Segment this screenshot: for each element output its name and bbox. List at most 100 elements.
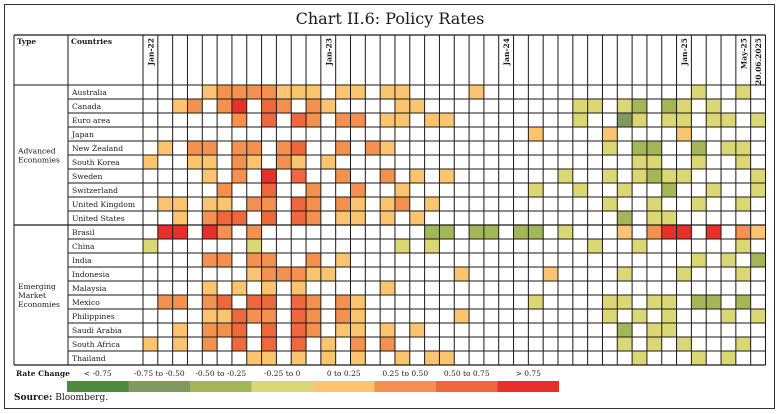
heatmap-cell: [691, 197, 707, 211]
heatmap-cell: [617, 337, 633, 351]
heatmap-cell: [217, 211, 232, 225]
heatmap-cell: [306, 323, 321, 337]
heatmap-cell: [617, 113, 633, 127]
heatmap-cell: [661, 295, 677, 309]
country-label: Brasil: [72, 228, 95, 237]
heatmap-cell: [632, 351, 647, 365]
heatmap-cell: [661, 169, 677, 183]
heatmap-cell: [320, 337, 336, 351]
heatmap-cell: [276, 267, 292, 281]
heatmap-cell: [350, 309, 366, 323]
heatmap-cell: [394, 197, 410, 211]
heatmap-cell: [735, 197, 751, 211]
group-type-label: Emerging: [18, 282, 56, 291]
heatmap-cell: [735, 239, 751, 253]
heatmap-cell: [202, 169, 218, 183]
heatmap-cell: [439, 225, 455, 239]
heatmap-cell: [528, 295, 544, 309]
heatmap-cell: [424, 113, 440, 127]
heatmap-cell: [602, 309, 618, 323]
heatmap-cell: [187, 155, 203, 169]
legend-swatch: [190, 381, 252, 392]
heatmap-cell: [217, 225, 232, 239]
heatmap-cell: [721, 351, 736, 365]
country-label: United Kingdom: [72, 200, 135, 209]
heatmap-cell: [261, 169, 277, 183]
heatmap-cell: [365, 141, 381, 155]
heatmap-cell: [483, 225, 499, 239]
heatmap-cell: [380, 337, 395, 351]
country-label: Mexico: [72, 298, 100, 307]
heatmap-cell: [706, 225, 722, 239]
heatmap-cell: [691, 85, 707, 99]
heatmap-cell: [335, 141, 351, 155]
heatmap-cell: [231, 99, 247, 113]
heatmap-cell: [587, 99, 603, 113]
heatmap-cell: [291, 169, 307, 183]
legend-label: 0.25 to 0.50: [382, 369, 428, 378]
heatmap-cell: [157, 197, 173, 211]
heatmap-cell: [380, 197, 395, 211]
heatmap-cell: [661, 309, 677, 323]
heatmap-cell: [676, 267, 692, 281]
heatmap-cell: [231, 85, 247, 99]
heatmap-cell: [231, 113, 247, 127]
heatmap-cell: [676, 337, 692, 351]
heatmap-cell: [380, 85, 395, 99]
heatmap-cell: [291, 309, 307, 323]
heatmap-cell: [231, 337, 247, 351]
country-label: Saudi Arabia: [72, 326, 122, 335]
heatmap-cell: [320, 267, 336, 281]
heatmap-cell: [231, 211, 247, 225]
heatmap-cell: [276, 85, 292, 99]
heatmap-cell: [350, 85, 366, 99]
country-label: South Africa: [72, 340, 120, 349]
heatmap-cell: [246, 351, 262, 365]
heatmap-cell: [157, 295, 173, 309]
heatmap-cell: [706, 183, 722, 197]
heatmap-cell: [394, 239, 410, 253]
heatmap-cell: [558, 225, 573, 239]
heatmap-cell: [291, 141, 307, 155]
heatmap-cell: [143, 337, 158, 351]
heatmap-cell: [602, 141, 618, 155]
heatmap-cell: [291, 155, 307, 169]
heatmap-cell: [439, 351, 455, 365]
heatmap-cell: [306, 253, 321, 267]
heatmap-cell: [350, 323, 366, 337]
heatmap-cell: [380, 323, 395, 337]
heatmap-cell: [691, 295, 707, 309]
heatmap-cell: [202, 85, 218, 99]
heatmap-cell: [735, 295, 751, 309]
heatmap-cell: [602, 127, 618, 141]
heatmap-cell: [306, 267, 321, 281]
heatmap-cell: [172, 295, 188, 309]
heatmap-cell: [721, 253, 736, 267]
heatmap-cell: [646, 337, 662, 351]
heatmap-cell: [691, 351, 707, 365]
heatmap-cell: [735, 337, 751, 351]
heatmap-cell: [261, 337, 277, 351]
heatmap-cell: [528, 225, 544, 239]
country-label: Philippines: [72, 312, 115, 321]
heatmap-cell: [261, 99, 277, 113]
heatmap-cell: [172, 211, 188, 225]
heatmap-cell: [261, 85, 277, 99]
group-type-label: Economies: [18, 300, 60, 309]
heatmap-cell: [261, 309, 277, 323]
heatmap-cell: [350, 351, 366, 365]
heatmap-cell: [306, 85, 321, 99]
heatmap-cell: [202, 141, 218, 155]
heatmap-cell: [617, 225, 633, 239]
heatmap-cell: [276, 155, 292, 169]
heatmap-cell: [306, 113, 321, 127]
heatmap-cell: [735, 141, 751, 155]
heatmap-cell: [202, 337, 218, 351]
heatmap-cell: [617, 267, 633, 281]
heatmap-cell: [217, 183, 232, 197]
heatmap-cell: [350, 295, 366, 309]
heatmap-cell: [543, 267, 558, 281]
heatmap-cell: [735, 155, 751, 169]
heatmap-cell: [320, 351, 336, 365]
